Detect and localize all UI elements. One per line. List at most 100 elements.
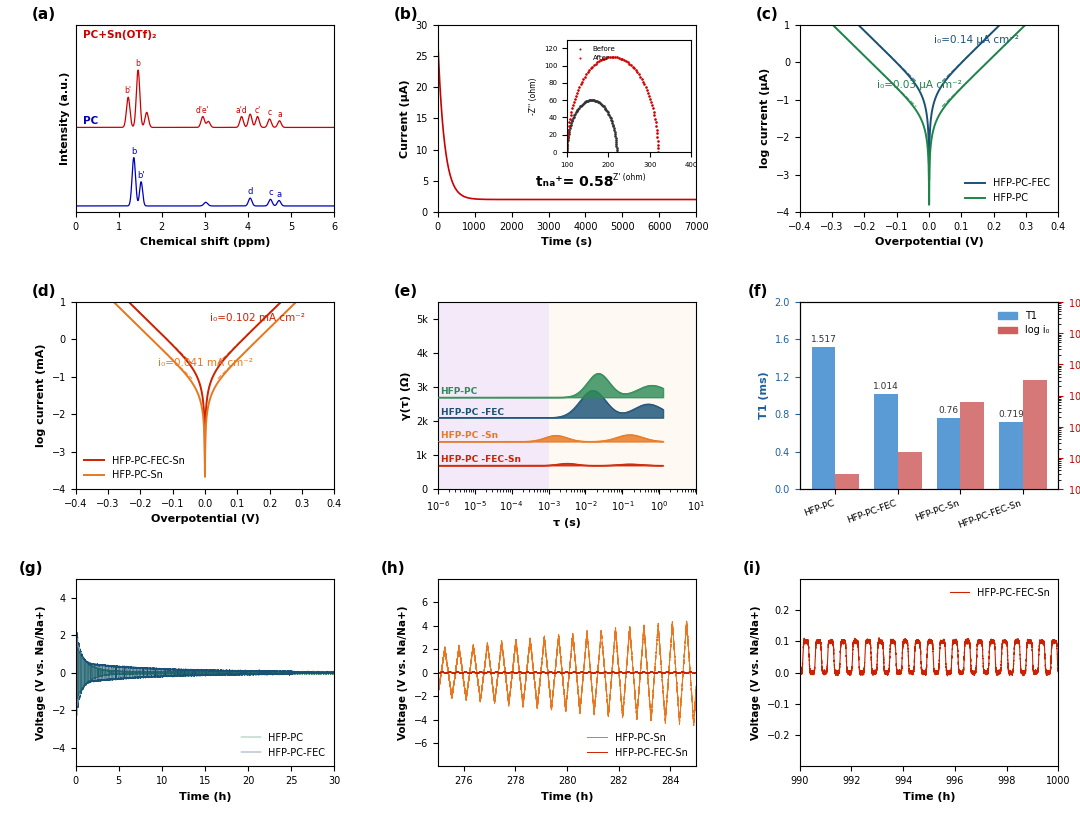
Text: HFP-PC -Sn: HFP-PC -Sn: [441, 432, 498, 441]
Text: b: b: [131, 147, 136, 156]
HFP-PC: [294, 667, 307, 677]
HFP-PC: [327, 668, 340, 678]
HFP-PC-FEC-Sn: [794, 668, 807, 678]
X-axis label: Time (h): Time (h): [903, 792, 956, 802]
X-axis label: Time (h): Time (h): [178, 792, 231, 802]
X-axis label: Chemical shift (ppm): Chemical shift (ppm): [139, 237, 270, 247]
HFP-PC-Sn: [690, 682, 703, 692]
Text: (f): (f): [748, 284, 768, 299]
Legend: HFP-PC-FEC-Sn, HFP-PC-Sn: HFP-PC-FEC-Sn, HFP-PC-Sn: [81, 452, 188, 485]
HFP-PC-FEC: [70, 714, 83, 724]
Text: b: b: [136, 59, 140, 68]
Y-axis label: Intensity (a.u.): Intensity (a.u.): [60, 72, 70, 165]
Text: a: a: [278, 110, 282, 119]
X-axis label: Time (s): Time (s): [541, 237, 593, 247]
Bar: [1023, 380, 1047, 824]
Text: d: d: [247, 187, 253, 196]
Text: b': b': [137, 171, 145, 180]
HFP-PC-FEC-Sn: [686, 667, 699, 677]
HFP-PC-FEC-Sn: [596, 668, 609, 678]
Text: (d): (d): [31, 284, 56, 299]
Text: d'e': d'e': [195, 105, 210, 115]
Line: HFP-PC-FEC-Sn: HFP-PC-FEC-Sn: [800, 638, 1058, 676]
HFP-PC-FEC-Sn: [920, 665, 933, 675]
Text: PC+Sn(OTf)₂: PC+Sn(OTf)₂: [83, 30, 157, 40]
Bar: [437, 302, 549, 489]
Bar: [999, 422, 1023, 489]
Legend: HFP-PC-FEC, HFP-PC: HFP-PC-FEC, HFP-PC: [961, 175, 1053, 207]
Y-axis label: T1 (ms): T1 (ms): [759, 372, 769, 419]
HFP-PC-FEC: [97, 660, 110, 670]
Bar: [874, 394, 897, 489]
Legend: HFP-PC-Sn, HFP-PC-FEC-Sn: HFP-PC-Sn, HFP-PC-FEC-Sn: [583, 728, 691, 761]
HFP-PC-FEC: [206, 665, 219, 675]
Text: i₀=0.102 mA cm⁻²: i₀=0.102 mA cm⁻²: [211, 312, 305, 323]
HFP-PC-FEC: [69, 613, 82, 623]
Legend: T1, log i₀: T1, log i₀: [994, 307, 1053, 339]
HFP-PC-FEC-Sn: [941, 671, 954, 681]
Text: 0.76: 0.76: [939, 406, 959, 415]
Text: c': c': [255, 105, 260, 115]
HFP-PC: [206, 667, 219, 677]
Text: a'd: a'd: [235, 105, 247, 115]
HFP-PC-FEC-Sn: [1038, 648, 1051, 658]
Legend: HFP-PC-FEC-Sn: HFP-PC-FEC-Sn: [946, 584, 1053, 602]
Text: 0.719: 0.719: [998, 410, 1024, 419]
Text: PC: PC: [83, 116, 98, 126]
Text: HFP-PC -FEC-Sn: HFP-PC -FEC-Sn: [441, 456, 521, 464]
HFP-PC-FEC-Sn: [873, 633, 886, 643]
Y-axis label: log current (mA): log current (mA): [36, 344, 46, 447]
Y-axis label: Voltage (V vs. Na/Na+): Voltage (V vs. Na/Na+): [36, 606, 46, 740]
Y-axis label: log current (μA): log current (μA): [760, 68, 770, 168]
Text: (c): (c): [756, 7, 779, 22]
X-axis label: Overpotential (V): Overpotential (V): [150, 514, 259, 524]
Text: i₀=0.041 mA cm⁻²: i₀=0.041 mA cm⁻²: [159, 358, 253, 368]
HFP-PC-FEC-Sn: [795, 668, 808, 678]
Text: a: a: [276, 190, 282, 199]
Text: tₙₐ⁺= 0.58: tₙₐ⁺= 0.58: [536, 175, 613, 189]
HFP-PC-FEC-Sn: [431, 668, 444, 678]
HFP-PC-Sn: [663, 656, 676, 666]
HFP-PC: [126, 668, 139, 678]
HFP-PC-Sn: [656, 678, 669, 688]
HFP-PC-FEC-Sn: [1052, 665, 1065, 675]
X-axis label: Overpotential (V): Overpotential (V): [875, 237, 984, 247]
Text: i₀=0.03 μA cm⁻²: i₀=0.03 μA cm⁻²: [877, 81, 962, 91]
Text: (e): (e): [394, 284, 418, 299]
HFP-PC-FEC-Sn: [561, 667, 573, 677]
Y-axis label: Voltage (V vs. Na/Na+): Voltage (V vs. Na/Na+): [399, 606, 408, 740]
Y-axis label: Voltage (V vs. Na/Na+): Voltage (V vs. Na/Na+): [751, 606, 761, 740]
Text: (b): (b): [394, 7, 418, 22]
Line: HFP-PC-FEC-Sn: HFP-PC-FEC-Sn: [437, 672, 697, 674]
HFP-PC-FEC-Sn: [843, 667, 856, 677]
Bar: [835, 474, 859, 824]
HFP-PC-Sn: [689, 689, 702, 699]
Y-axis label: γ(τ) (Ω): γ(τ) (Ω): [401, 372, 410, 419]
HFP-PC-FEC-Sn: [689, 668, 702, 678]
Text: (g): (g): [18, 561, 43, 577]
HFP-PC: [69, 639, 82, 648]
HFP-PC-Sn: [596, 643, 609, 653]
Y-axis label: Current (μA): Current (μA): [400, 79, 410, 157]
HFP-PC-Sn: [548, 677, 561, 687]
HFP-PC-FEC-Sn: [548, 668, 561, 678]
HFP-PC-Sn: [687, 721, 700, 731]
Text: b': b': [124, 87, 132, 96]
Legend: HFP-PC, HFP-PC-FEC: HFP-PC, HFP-PC-FEC: [238, 728, 329, 761]
HFP-PC: [70, 695, 83, 705]
HFP-PC-FEC: [294, 668, 307, 678]
Text: 1.014: 1.014: [873, 382, 899, 391]
HFP-PC: [132, 667, 145, 677]
Bar: [960, 402, 984, 824]
X-axis label: τ (s): τ (s): [553, 518, 581, 528]
X-axis label: Time (h): Time (h): [541, 792, 593, 802]
Text: (h): (h): [381, 561, 405, 577]
Text: HFP-PC -FEC: HFP-PC -FEC: [441, 408, 503, 417]
HFP-PC-FEC: [327, 667, 340, 677]
Text: (a): (a): [31, 7, 56, 22]
Bar: [936, 418, 960, 489]
Bar: [549, 302, 697, 489]
Line: HFP-PC: HFP-PC: [76, 643, 334, 700]
HFP-PC-FEC: [78, 653, 91, 663]
Line: HFP-PC-Sn: HFP-PC-Sn: [437, 621, 697, 726]
